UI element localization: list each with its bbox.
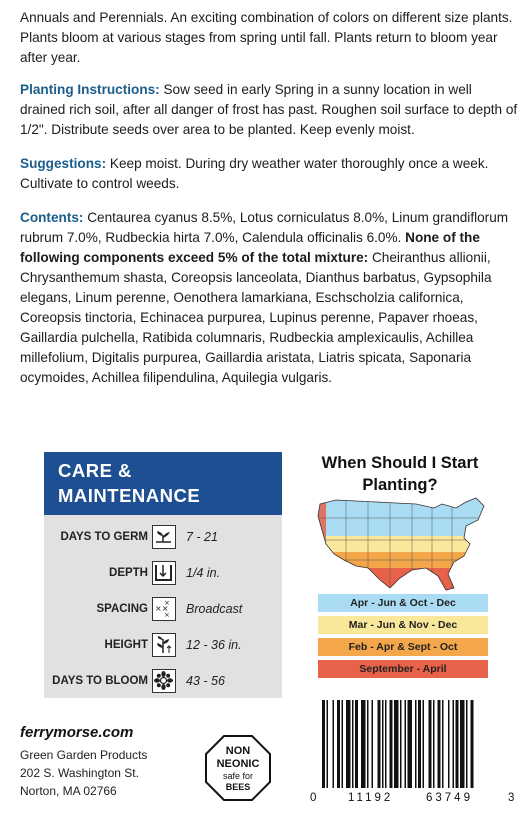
barcode-bar — [367, 700, 369, 788]
svg-text:××: ×× — [155, 604, 168, 613]
spacing-icon: ×× × × — [152, 597, 176, 621]
company-name: Green Garden Products — [20, 748, 148, 762]
us-map-icon — [317, 497, 485, 591]
city-address: Norton, MA 02766 — [20, 784, 117, 798]
barcode-bar — [385, 700, 387, 788]
barcode-left-digits: 11192 — [348, 792, 394, 804]
care-title-line2: MAINTENANCE — [58, 485, 201, 506]
barcode-bar — [470, 700, 474, 788]
barcode-bar — [433, 700, 435, 788]
care-row-height: HEIGHT 12 - 36 in. — [44, 628, 282, 664]
barcode-bar — [355, 700, 358, 788]
care-label: DAYS TO BLOOM — [52, 675, 148, 687]
barcode-bar — [361, 700, 366, 788]
barcode-bar — [352, 700, 354, 788]
contents-label: Contents: — [20, 210, 84, 225]
planting-map-title: When Should I Start Planting? — [321, 454, 479, 494]
barcode-bar — [400, 700, 402, 788]
badge-line3: safe for — [223, 771, 253, 781]
suggestions-text: Keep moist. During dry weather water tho… — [20, 156, 489, 191]
suggestions-label: Suggestions: — [20, 156, 107, 171]
care-row-spacing: SPACING ×× × × Broadcast — [44, 592, 282, 628]
contents-rest: Cheiranthus allionii, Chrysanthemum shas… — [20, 250, 492, 385]
care-title: CARE & MAINTENANCE — [44, 452, 282, 515]
badge-line2: NEONIC — [217, 758, 260, 770]
care-row-bloom: DAYS TO BLOOM 43 - 56 — [44, 664, 282, 700]
zone-legend-item: Mar - Jun & Nov - Dec — [318, 616, 488, 634]
barcode-bar — [415, 700, 417, 788]
barcode-bar — [460, 700, 465, 788]
care-title-line1: CARE & — [58, 460, 132, 481]
barcode-bar — [371, 700, 373, 788]
care-value: 12 - 36 in. — [186, 638, 242, 652]
barcode-check-digit: 3 — [508, 792, 515, 804]
zone-legend-item: Apr - Jun & Oct - Dec — [318, 594, 488, 612]
barcode-bar — [326, 700, 328, 788]
barcode-bar — [389, 700, 393, 788]
barcode-bar — [332, 700, 334, 788]
care-value: 1/4 in. — [186, 566, 221, 580]
barcode-bar — [322, 700, 325, 788]
svg-text:×: × — [164, 599, 170, 607]
barcode-bar — [377, 700, 381, 788]
care-label: HEIGHT — [104, 639, 148, 651]
care-label: DAYS TO GERM — [60, 531, 148, 543]
height-icon — [152, 633, 176, 657]
barcode-bar — [382, 700, 384, 788]
badge-line4: BEES — [226, 782, 251, 792]
care-maintenance-panel: CARE & MAINTENANCE DAYS TO GERM 7 - 21 D… — [44, 452, 282, 698]
contents: Contents: Centaurea cyanus 8.5%, Lotus c… — [20, 208, 520, 388]
svg-text:×: × — [164, 611, 170, 619]
barcode-bar — [422, 700, 424, 788]
barcode-bar — [337, 700, 340, 788]
badge-line1: NON — [226, 745, 251, 757]
barcode-bars — [322, 700, 474, 788]
barcode-bar — [341, 700, 343, 788]
barcode-bar — [418, 700, 421, 788]
barcode-bar — [428, 700, 432, 788]
barcode-bar — [455, 700, 459, 788]
barcode-bar — [448, 700, 450, 788]
care-label: DEPTH — [109, 567, 148, 579]
barcode-bar — [466, 700, 468, 788]
care-value: Broadcast — [186, 602, 243, 616]
barcode-right-digits: 63749 — [426, 792, 473, 804]
flower-icon — [152, 669, 176, 693]
care-value: 43 - 56 — [186, 674, 225, 688]
upc-barcode: 0 11192 63749 3 — [310, 700, 515, 808]
barcode-bar — [442, 700, 444, 788]
care-row-depth: DEPTH 1/4 in. — [44, 556, 282, 592]
zone-legend-item: Feb - Apr & Sept - Oct — [318, 638, 488, 656]
planting-instructions-label: Planting Instructions: — [20, 82, 160, 97]
sprout-icon — [152, 525, 176, 549]
care-value: 7 - 21 — [186, 530, 218, 544]
barcode-bar — [404, 700, 406, 788]
planting-instructions: Planting Instructions: Sow seed in early… — [20, 80, 520, 140]
barcode-bar — [346, 700, 351, 788]
street-address: 202 S. Washington St. — [20, 766, 139, 780]
planting-instructions-text: Sow seed in early Spring in a sunny loca… — [20, 82, 518, 137]
barcode-lead-digit: 0 — [310, 792, 317, 804]
care-label: SPACING — [96, 603, 148, 615]
depth-icon — [152, 561, 176, 585]
barcode-bar — [452, 700, 454, 788]
suggestions: Suggestions: Keep moist. During dry weat… — [20, 154, 520, 194]
care-row-germ: DAYS TO GERM 7 - 21 — [44, 520, 282, 556]
barcode-bar — [437, 700, 441, 788]
barcode-bar — [407, 700, 412, 788]
barcode-bar — [394, 700, 399, 788]
product-description: Annuals and Perennials. An exciting comb… — [20, 10, 513, 65]
website: ferrymorse.com — [20, 724, 134, 741]
contents-text: Centaurea cyanus 8.5%, Lotus corniculatu… — [20, 210, 509, 245]
non-neonic-badge: NON NEONIC safe for BEES — [204, 734, 272, 802]
contents-note: None of the following components exceed … — [20, 230, 480, 265]
zone-legend-item: September - April — [318, 660, 488, 678]
